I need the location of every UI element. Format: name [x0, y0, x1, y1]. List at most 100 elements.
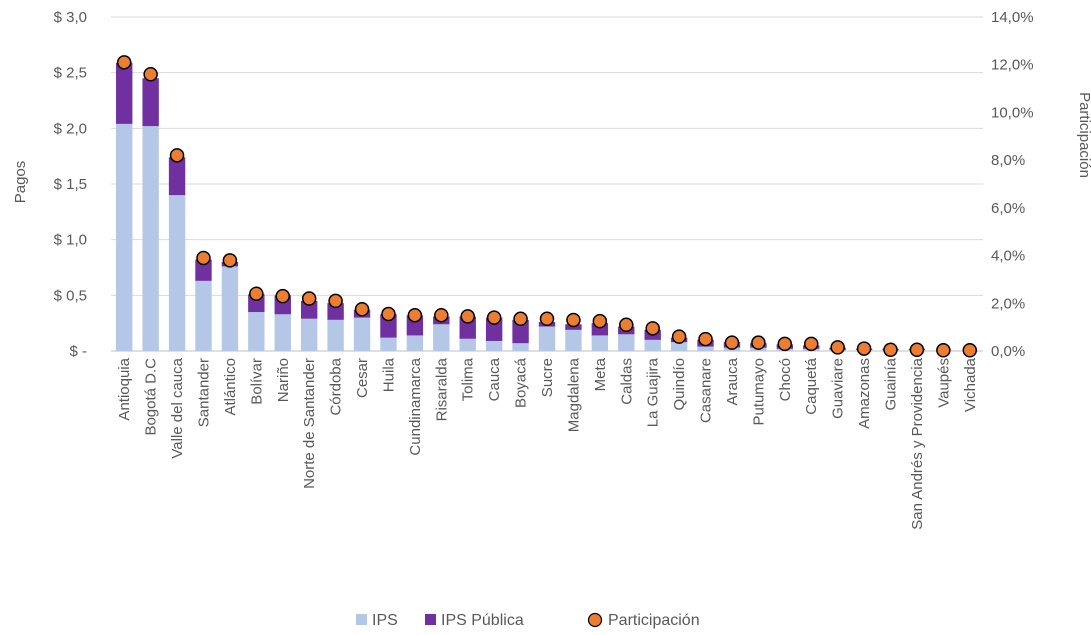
x-tick-label: Antioquia	[116, 357, 133, 420]
x-tick-label: Huila	[380, 357, 397, 392]
y-tick-label: $ 1,0	[54, 232, 87, 249]
x-tick-label: Casanare	[698, 358, 715, 423]
bar-ips	[274, 314, 291, 351]
participation-point	[645, 321, 660, 336]
participation-point	[328, 293, 343, 309]
x-tick-label: Guaviare	[830, 358, 847, 419]
x-tick-label: Amazonas	[856, 358, 873, 429]
bar-ips-publica	[116, 62, 133, 124]
x-tick-label: Sucre	[539, 358, 556, 397]
legend-swatch-ips	[356, 614, 367, 625]
bar-ips-publica	[300, 300, 318, 319]
y2-tick-label: 12,0%	[991, 57, 1034, 74]
x-axis-categories: Antioquia Bogotá D.C Valle del cauca Santan…	[116, 357, 979, 529]
participation-point	[222, 253, 238, 268]
y2-axis-title: Participación	[1076, 92, 1091, 178]
x-tick-label: Caldas	[618, 358, 635, 405]
bar-ips	[591, 335, 609, 351]
bar-ips-publica	[195, 259, 212, 281]
legend-marker-participacion	[587, 612, 603, 628]
bar-ips	[142, 126, 159, 352]
x-tick-label: Bolívar	[248, 358, 265, 405]
participation-point	[566, 312, 581, 328]
x-tick-label: Tolima	[460, 357, 477, 401]
participation-point	[196, 250, 211, 266]
x-tick-label: Bogotá D.C	[143, 358, 160, 436]
x-tick-label: Cesar	[354, 358, 371, 398]
participation-point	[751, 335, 766, 350]
bar-ips	[406, 335, 424, 351]
participation-point	[671, 329, 687, 344]
participation-point	[249, 286, 264, 301]
y-tick-label: $ 3,0	[54, 9, 87, 26]
bar-ips	[565, 329, 582, 351]
participation-point	[486, 310, 502, 325]
bar-ips	[618, 334, 635, 351]
participation-point	[777, 336, 793, 352]
x-tick-label: Risaralda	[433, 357, 450, 421]
bar-ips	[380, 337, 397, 351]
bar-ips	[512, 343, 529, 351]
bar-ips	[485, 340, 503, 351]
y-tick-label: $ 1,5	[54, 176, 87, 193]
legend-label-ips-publica: IPS Pública	[441, 612, 524, 629]
x-tick-label: Boyacá	[513, 357, 530, 408]
y-tick-label: $ -	[69, 343, 87, 360]
y2-tick-label: 14,0%	[991, 9, 1034, 26]
bar-ips	[168, 195, 186, 351]
participation-point	[698, 331, 713, 347]
bar-ips-publica	[327, 303, 344, 320]
bar-ips	[195, 280, 212, 351]
x-tick-label: Arauca	[724, 357, 741, 405]
legend-label-participacion: Participación	[608, 612, 700, 629]
x-tick-label: Atlántico	[222, 358, 239, 416]
bar-ips	[433, 324, 450, 351]
participation-point	[354, 302, 370, 317]
bar-ips-publica	[142, 78, 159, 127]
participation-point	[539, 311, 555, 327]
bar-ips	[697, 346, 714, 351]
y-tick-label: $ 2,0	[54, 120, 87, 137]
bar-ips	[248, 312, 265, 351]
bar-ips	[670, 342, 688, 351]
participation-point	[856, 341, 872, 356]
y2-tick-label: 6,0%	[991, 200, 1025, 217]
bar-ips	[538, 326, 556, 351]
participation-point	[407, 307, 423, 323]
y2-tick-label: 2,0%	[991, 295, 1025, 312]
x-tick-label: Guainía	[883, 357, 900, 410]
participation-point	[936, 343, 951, 358]
participation-point	[169, 148, 185, 163]
participation-point	[116, 55, 132, 70]
y-axis-right: 0,0% 2,0% 4,0% 6,0% 8,0% 10,0% 12,0% 14,0%	[991, 9, 1034, 360]
x-tick-label: La Guajira	[645, 357, 662, 427]
bar-ips	[300, 318, 318, 351]
x-tick-label: Cauca	[486, 357, 503, 401]
x-tick-label: Chocó	[777, 358, 794, 401]
y2-tick-label: 0,0%	[991, 343, 1025, 360]
participation-point	[381, 306, 396, 322]
x-tick-label: Caquetá	[803, 357, 820, 414]
x-tick-label: Quindío	[671, 358, 688, 411]
x-tick-label: Norte de Santander	[301, 358, 318, 489]
bar-ips	[327, 319, 344, 351]
x-tick-label: Vaupés	[935, 358, 952, 408]
gridlines	[111, 16, 983, 352]
x-tick-label: Magdalena	[565, 357, 582, 432]
participation-point	[619, 317, 634, 333]
x-tick-label: Córdoba	[328, 357, 345, 415]
bar-ips	[116, 123, 133, 351]
x-tick-label: Valle del cauca	[169, 357, 186, 458]
y-tick-label: $ 2,5	[54, 65, 87, 82]
y2-tick-label: 8,0%	[991, 152, 1025, 169]
participation-point	[909, 342, 925, 358]
legend-swatch-ips-publica	[425, 614, 436, 625]
bar-ips	[221, 266, 239, 351]
legend: IPS IPS Pública Participación	[356, 612, 700, 629]
x-tick-label: Santander	[195, 358, 212, 427]
y-axis-left: $ - $ 0,5 $ 1,0 $ 1,5 $ 2,0 $ 2,5 $ 3,0	[54, 9, 87, 360]
y2-tick-label: 4,0%	[991, 248, 1025, 265]
bar-ips-publica	[512, 319, 529, 344]
y-tick-label: $ 0,5	[54, 287, 87, 304]
